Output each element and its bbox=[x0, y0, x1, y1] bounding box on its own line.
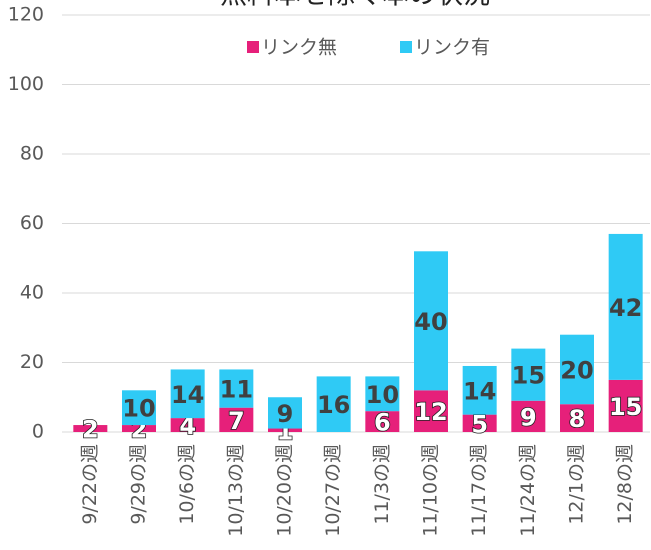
bar-segment bbox=[268, 397, 302, 429]
bar-segment bbox=[365, 376, 400, 412]
data-label: 10 bbox=[366, 381, 399, 409]
bar-segment bbox=[122, 390, 156, 426]
bar-segment bbox=[560, 334, 594, 405]
data-label: 15 bbox=[609, 393, 642, 421]
bar-segment bbox=[365, 411, 400, 432]
bar-segment bbox=[608, 379, 643, 432]
x-tick-label: 9/22の週 bbox=[79, 444, 101, 525]
data-label: 12 bbox=[414, 398, 447, 426]
bar-segment bbox=[170, 418, 205, 432]
x-tick-label: 9/29の週 bbox=[128, 444, 150, 525]
data-label: 11 bbox=[220, 376, 253, 404]
data-label: 15 bbox=[512, 362, 545, 390]
data-label: 42 bbox=[609, 294, 642, 322]
bar-segment bbox=[122, 425, 156, 432]
x-tick-label: 12/8の週 bbox=[614, 444, 636, 525]
data-label: 14 bbox=[171, 381, 204, 409]
bar-segment bbox=[414, 251, 448, 391]
bar-segment bbox=[414, 390, 448, 432]
data-label: 5 bbox=[471, 410, 488, 438]
x-tick-label: 10/6の週 bbox=[176, 444, 198, 525]
y-tick-label: 20 bbox=[20, 351, 44, 373]
y-tick-label: 80 bbox=[20, 143, 44, 165]
y-tick-label: 100 bbox=[8, 73, 44, 95]
bar-segment bbox=[73, 425, 108, 432]
data-label: 4 bbox=[179, 412, 196, 440]
x-tick-label: 11/17の週 bbox=[468, 444, 490, 537]
y-tick-label: 60 bbox=[20, 212, 44, 234]
data-label: 20 bbox=[560, 356, 593, 384]
data-label: 6 bbox=[374, 409, 391, 437]
chart-title: 無料本を除く本の状況 bbox=[220, 0, 490, 11]
data-label: 9 bbox=[277, 400, 294, 428]
y-tick-label: 40 bbox=[20, 282, 44, 304]
legend-swatch bbox=[400, 41, 412, 53]
data-label: 9 bbox=[520, 403, 537, 431]
x-tick-label: 11/3の週 bbox=[371, 444, 393, 525]
bar-segment bbox=[316, 376, 351, 432]
x-tick-label: 11/24の週 bbox=[517, 444, 539, 537]
bar-segment bbox=[511, 400, 546, 432]
data-label: 16 bbox=[317, 391, 350, 419]
bar-segment bbox=[219, 407, 254, 432]
legend-label: リンク無 bbox=[261, 37, 337, 59]
data-label: 14 bbox=[463, 377, 496, 405]
data-label: 2 bbox=[82, 416, 99, 444]
legend-swatch bbox=[247, 41, 259, 53]
data-label: 8 bbox=[569, 405, 586, 433]
bar-segment bbox=[268, 428, 302, 432]
data-label: 10 bbox=[122, 395, 155, 423]
x-tick-label: 12/1の週 bbox=[566, 444, 588, 525]
bar-segment bbox=[511, 348, 546, 401]
bar-segment bbox=[608, 233, 643, 380]
data-label: 7 bbox=[228, 407, 245, 435]
x-tick-label: 10/13の週 bbox=[225, 444, 247, 537]
bar-segment bbox=[170, 369, 205, 419]
y-tick-label: 0 bbox=[32, 421, 44, 443]
bar-segment bbox=[219, 369, 254, 408]
x-tick-label: 10/27の週 bbox=[322, 444, 344, 537]
y-tick-label: 120 bbox=[8, 4, 44, 26]
bar-segment bbox=[462, 365, 497, 415]
data-label: 40 bbox=[414, 308, 447, 336]
bar-segment bbox=[560, 404, 594, 432]
x-tick-label: 10/20の週 bbox=[274, 444, 296, 537]
legend-label: リンク有 bbox=[414, 37, 490, 59]
bar-segment bbox=[462, 414, 497, 432]
x-tick-label: 11/10の週 bbox=[420, 444, 442, 537]
